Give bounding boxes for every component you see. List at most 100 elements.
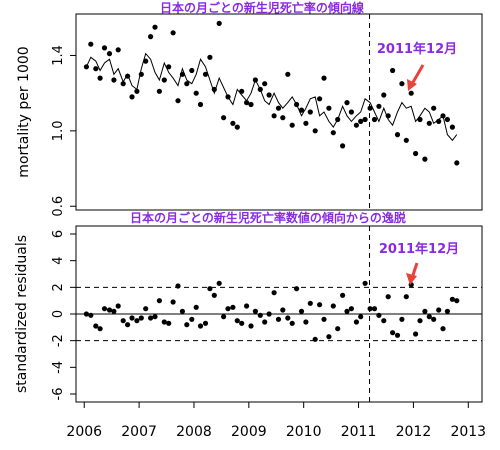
bottom-data-point (280, 307, 286, 313)
bottom-data-point (348, 306, 354, 312)
bottom-y-tick-label: -4 (51, 361, 66, 374)
bottom-data-point (289, 320, 295, 326)
top-data-point (381, 92, 387, 98)
top-y-tick-label: 1.4 (51, 45, 66, 66)
bottom-data-point (189, 316, 195, 322)
bottom-data-point (298, 308, 305, 314)
bottom-data-point (266, 311, 272, 317)
top-panel: 日本の月ごとの新生児死亡率の傾向線 mortality per 1000 0.6… (16, 0, 483, 217)
top-data-point (202, 71, 209, 77)
top-data-point (440, 113, 446, 119)
top-data-point (321, 75, 327, 81)
top-data-point (353, 122, 359, 128)
bottom-data-point (230, 304, 236, 310)
bottom-data-point (426, 314, 432, 320)
top-data-point (376, 103, 382, 109)
bottom-data-point (403, 294, 409, 300)
top-y-tick-label: 0.6 (51, 196, 66, 217)
top-data-point (106, 51, 113, 57)
bottom-data-point (413, 331, 419, 337)
top-data-point (257, 86, 263, 92)
bottom-data-point (93, 323, 99, 329)
bottom-data-point (106, 307, 113, 313)
top-data-point (344, 100, 350, 106)
bottom-data-point (376, 312, 382, 318)
top-data-point (340, 143, 346, 149)
bottom-y-tick-label: 4 (51, 257, 66, 265)
bottom-data-point (134, 318, 140, 324)
bottom-data-point (101, 306, 108, 312)
top-data-point (216, 20, 222, 26)
top-y-axis-label: mortality per 1000 (16, 46, 32, 177)
top-data-point (294, 101, 300, 108)
bottom-data-point (179, 308, 185, 314)
bottom-data-point (156, 298, 162, 304)
top-plot-frame (75, 13, 483, 211)
bottom-data-point (221, 314, 227, 320)
top-data-point (326, 105, 332, 111)
top-data-point (207, 54, 213, 60)
top-data-point (111, 77, 117, 83)
bottom-data-point (330, 303, 336, 309)
top-data-point (225, 94, 231, 100)
top-data-point (115, 47, 121, 53)
bottom-x-ticks: 2006 2007 2008 2009 2010 2011 2012 2013 (66, 402, 486, 440)
top-data-point (403, 137, 409, 143)
bottom-data-point (394, 332, 401, 338)
top-data-point (143, 58, 149, 64)
top-data-point (303, 120, 309, 126)
bottom-data-point (275, 316, 282, 322)
bottom-x-tick-label: 2006 (66, 424, 102, 440)
top-data-point (280, 115, 286, 121)
bottom-data-point (390, 330, 396, 336)
bottom-data-point (161, 319, 167, 325)
top-data-point (125, 73, 131, 79)
bottom-data-point (317, 302, 323, 308)
bottom-y-axis-label: standardized residuals (14, 235, 30, 393)
top-data-point (97, 75, 103, 81)
top-data-point (221, 115, 227, 121)
bottom-data-point (248, 323, 254, 329)
top-data-point (307, 109, 313, 115)
top-y-tick-label: 1.0 (51, 121, 66, 142)
bottom-data-point (340, 292, 346, 298)
bottom-data-point (115, 303, 121, 309)
bottom-annotation-arrow (406, 262, 419, 285)
bottom-data-point (367, 306, 373, 312)
bottom-y-tick-label: 6 (51, 230, 66, 238)
top-data-point (184, 81, 190, 87)
top-data-point (248, 101, 254, 108)
bottom-data-point (312, 336, 318, 342)
bottom-data-point (125, 322, 131, 328)
top-data-point (120, 81, 126, 87)
top-data-point (161, 77, 167, 83)
bottom-data-point (88, 312, 94, 318)
top-data-point (193, 90, 199, 96)
top-data-point (444, 116, 450, 123)
top-data-point (156, 88, 162, 94)
top-data-point (348, 109, 354, 115)
top-data-point (417, 116, 423, 123)
bottom-data-point (148, 315, 154, 321)
top-data-point (197, 101, 204, 108)
top-data-point (271, 113, 277, 119)
top-data-point (385, 113, 391, 119)
top-data-point (413, 150, 419, 157)
bottom-data-point (271, 290, 277, 296)
top-data-point (138, 71, 144, 77)
top-data-point (170, 30, 176, 36)
bottom-data-point (371, 306, 378, 312)
top-data-point (129, 94, 135, 100)
top-data-point (148, 34, 154, 40)
top-data-point (101, 45, 108, 51)
bottom-data-point (152, 314, 158, 320)
top-data-point (436, 118, 442, 124)
top-data-point (244, 100, 250, 106)
trend-line (85, 52, 458, 142)
top-annotation-arrow (407, 64, 425, 91)
top-panel-title: 日本の月ごとの新生児死亡率の傾向線 (160, 0, 364, 15)
top-data-point (367, 105, 373, 111)
top-y-ticks: 0.6 1.0 1.4 (51, 45, 76, 217)
bottom-x-tick-label: 2013 (450, 424, 486, 440)
